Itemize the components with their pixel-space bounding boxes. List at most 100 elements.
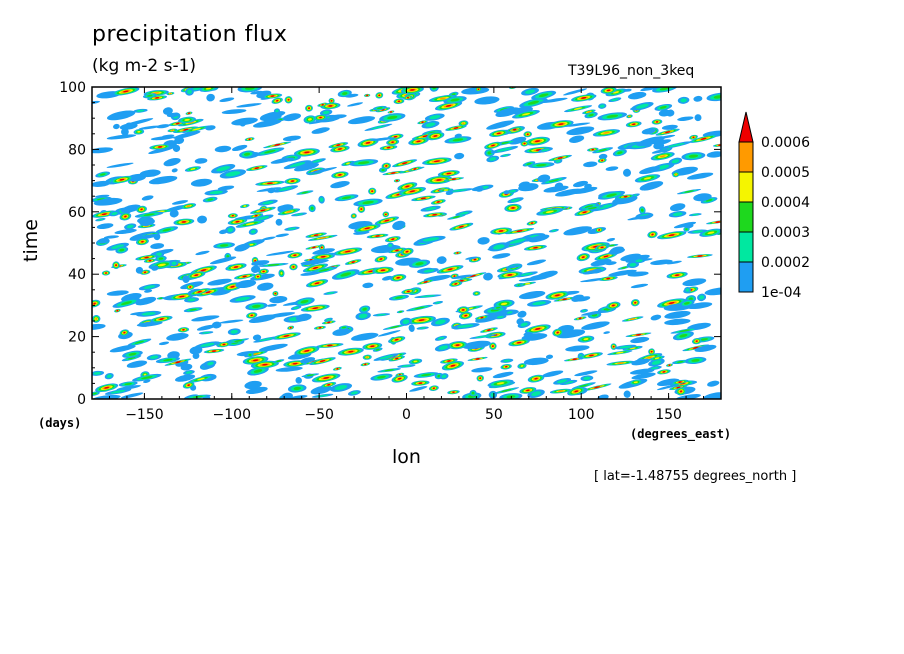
precip-cell — [382, 170, 405, 176]
precip-cell — [536, 270, 558, 279]
precip-cell — [505, 127, 524, 132]
precip-cell — [231, 144, 248, 152]
precip-contour — [267, 264, 280, 266]
precip-contour — [275, 366, 303, 372]
precip-cell — [686, 172, 714, 180]
precip-contour — [612, 91, 620, 94]
precip-contour — [172, 144, 181, 152]
colorbar-legend: 1e-04 0.0002 0.0003 0.0004 0.0005 0.0006 — [738, 111, 810, 301]
precip-contour — [527, 100, 539, 105]
precip-cell — [206, 93, 215, 102]
precip-cell — [357, 138, 379, 148]
precip-contour — [394, 338, 399, 341]
precip-contour — [258, 337, 274, 342]
precip-cell — [301, 373, 320, 378]
precip-cell — [647, 365, 662, 371]
precip-cell — [328, 97, 335, 104]
precip-contour — [116, 385, 141, 391]
precip-cell — [447, 214, 466, 220]
precip-cell — [217, 341, 231, 348]
precip-cell — [379, 113, 406, 122]
precip-cell — [631, 101, 654, 111]
precip-cell — [132, 373, 162, 382]
precip-cell — [484, 149, 495, 157]
precip-cell — [437, 170, 460, 177]
precip-cell — [388, 247, 406, 254]
precip-contour — [520, 322, 528, 327]
precip-cell — [253, 119, 282, 128]
precip-contour — [217, 185, 235, 191]
precip-contour — [563, 226, 592, 236]
colorbar-swatch — [738, 201, 754, 233]
precip-contour — [464, 314, 468, 317]
precip-cell — [251, 260, 270, 266]
precip-cell — [269, 296, 288, 304]
precip-cell — [462, 340, 491, 350]
precip-contour — [140, 208, 143, 211]
precip-cell — [272, 290, 279, 297]
precip-contour — [293, 162, 320, 172]
precip-contour — [526, 389, 530, 392]
precip-cell — [571, 94, 597, 102]
precip-cell — [677, 96, 690, 104]
precip-contour — [509, 189, 517, 193]
precip-cell — [306, 279, 329, 288]
precip-contour — [462, 340, 491, 350]
precip-cell — [626, 261, 640, 269]
precip-contour — [578, 317, 582, 320]
precip-contour — [143, 271, 147, 274]
precip-cell — [133, 108, 148, 113]
precip-cell — [191, 315, 220, 322]
precip-contour — [266, 182, 274, 185]
precip-contour — [135, 266, 144, 274]
precip-contour — [415, 262, 424, 266]
precip-cell — [523, 357, 549, 366]
precip-contour — [483, 272, 493, 281]
precip-contour — [397, 377, 402, 380]
precip-cell — [158, 341, 170, 346]
precip-contour — [231, 117, 258, 126]
precip-cell — [368, 187, 377, 195]
precip-contour — [423, 269, 435, 273]
y-tick-label: 80 — [68, 142, 86, 158]
precip-cell — [475, 312, 503, 323]
precip-contour — [410, 89, 415, 91]
precip-cell — [375, 92, 384, 99]
precip-contour — [581, 309, 587, 312]
precip-contour — [461, 87, 490, 95]
precip-contour — [124, 382, 132, 386]
precip-cell — [229, 295, 256, 303]
precip-contour — [651, 149, 668, 154]
axes: −150 −100 −50 0 50 100 150 0 20 40 60 80 100 — [59, 80, 721, 423]
precip-contour — [325, 318, 331, 321]
precip-contour — [205, 87, 212, 90]
colorbar-swatch — [738, 261, 754, 293]
x-tick-label: 150 — [655, 407, 682, 423]
precip-contour — [368, 270, 374, 273]
precip-cell — [155, 255, 167, 262]
precip-cell — [302, 263, 329, 273]
precip-cell — [234, 273, 256, 280]
precip-cell — [396, 310, 405, 314]
precip-contour — [311, 127, 330, 134]
y-tick-label: 100 — [59, 80, 86, 96]
precip-contour — [187, 121, 194, 124]
precip-contour — [697, 255, 703, 257]
precip-contour — [443, 189, 449, 191]
precip-contour — [364, 363, 367, 366]
precip-cell — [173, 126, 199, 133]
precip-cell — [495, 107, 520, 118]
precip-cell — [628, 379, 643, 386]
precip-contour — [603, 131, 610, 134]
precip-cell — [196, 324, 216, 331]
precip-contour — [141, 240, 144, 243]
precip-contour — [390, 325, 400, 329]
precip-cell — [489, 342, 497, 350]
precip-cell — [363, 93, 371, 97]
precip-cell — [204, 189, 228, 196]
precip-cell — [519, 387, 537, 394]
precip-cell — [672, 331, 694, 341]
precip-cell — [331, 269, 360, 280]
precip-cell — [328, 142, 349, 149]
colorbar-arrow — [738, 111, 754, 143]
